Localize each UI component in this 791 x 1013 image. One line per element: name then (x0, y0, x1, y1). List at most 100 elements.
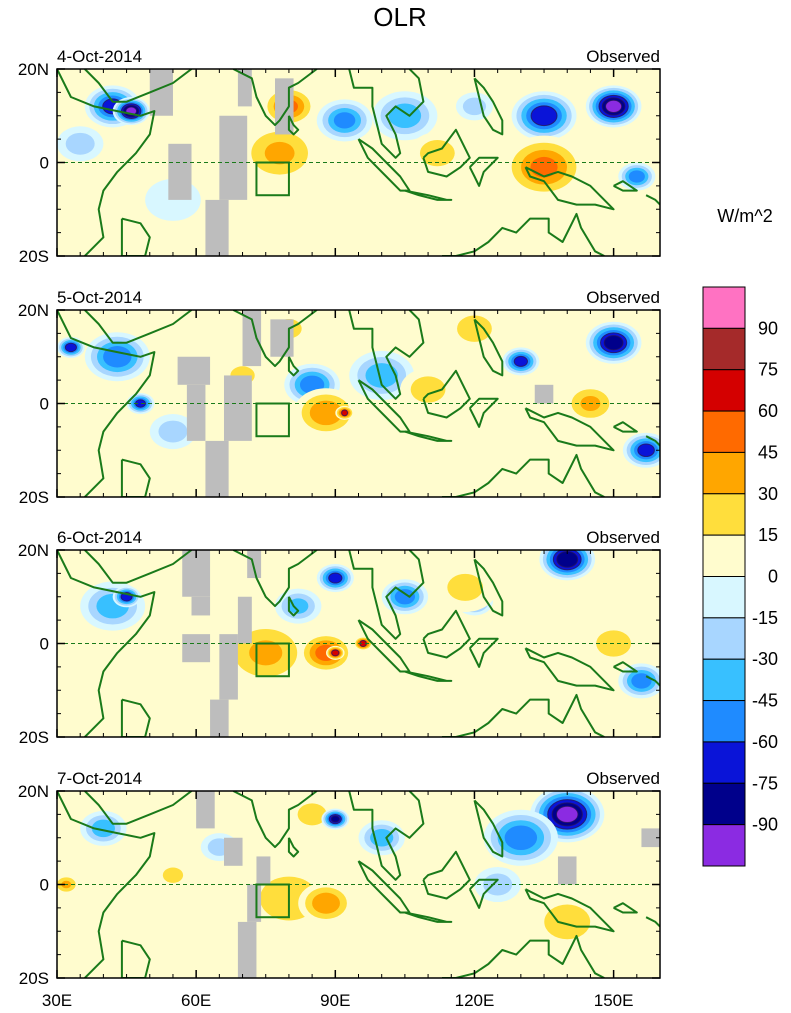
coastline (422, 850, 471, 900)
colorbar-swatch (702, 576, 746, 619)
coastline (84, 550, 193, 584)
coastline (468, 397, 499, 428)
coastline (57, 791, 156, 978)
coastline (287, 596, 300, 617)
panels: 4-Oct-2014 Observed 20N 0 20S 5-Oct-2014 Obser… (18, 47, 661, 988)
anomaly-9 (511, 91, 577, 141)
coastline (404, 911, 453, 923)
missing-data (237, 921, 257, 978)
anomaly-contour (513, 355, 528, 367)
coastline (645, 194, 660, 206)
coastline (422, 609, 471, 659)
coastline (442, 934, 605, 978)
missing-data (641, 828, 660, 848)
colorbar-label: -15 (752, 608, 778, 628)
y-tick-label: 20S (19, 488, 49, 507)
y-tick-label: 0 (40, 154, 49, 173)
coastline (645, 916, 660, 928)
box-region (255, 642, 290, 678)
coastlines (57, 69, 660, 256)
anomaly-3 (57, 126, 104, 162)
anomaly-13 (618, 663, 660, 699)
coastline (613, 902, 638, 914)
anomaly-8 (409, 132, 466, 175)
anomaly-8 (316, 564, 354, 593)
colorbar-label: 75 (758, 360, 778, 380)
anomaly-9 (381, 579, 429, 615)
anomaly-contour (637, 443, 655, 458)
coastline (613, 421, 638, 433)
colorbar-swatch (702, 534, 746, 578)
coastline (404, 670, 453, 682)
missing-data (210, 699, 229, 737)
anomaly-10 (474, 866, 521, 903)
panel-date: 6-Oct-2014 (57, 528, 142, 547)
coastline (404, 189, 453, 201)
anomaly-6 (316, 99, 373, 142)
missing-data (205, 440, 229, 497)
anomaly-16 (251, 680, 327, 737)
x-tick-label: 90E (320, 991, 350, 1010)
coastline (120, 217, 151, 256)
olr-field (57, 791, 660, 978)
anomaly-14 (446, 310, 503, 350)
coastline (232, 550, 318, 608)
anomaly-9 (502, 347, 540, 376)
panel-label: Observed (586, 769, 660, 788)
coastline (120, 939, 151, 978)
colorbar-label: -60 (752, 732, 778, 752)
missing-data (177, 356, 211, 385)
y-tick-label: 20N (18, 541, 49, 560)
anomaly-contour (605, 99, 623, 113)
coastline (468, 878, 499, 909)
x-tick-label: 30E (42, 991, 72, 1010)
coastline (232, 310, 318, 368)
anomaly-3 (126, 392, 155, 415)
missing-data (247, 884, 262, 922)
anomaly-contour (312, 892, 340, 914)
missing-data (182, 634, 211, 663)
missing-data (237, 596, 252, 644)
anomaly-5 (237, 121, 322, 185)
anomaly-contour (365, 363, 398, 388)
coastline (524, 407, 615, 452)
chart-title: OLR (373, 2, 426, 32)
colorbar: 90 75 60 45 30 15 0 -15 -30 -45 -60 -75 -90 (702, 286, 778, 867)
x-axis: 30E 60E 90E 120E 150E (42, 991, 634, 1010)
coastline (613, 661, 638, 673)
anomaly-11 (585, 321, 642, 364)
anomaly-contour (162, 867, 184, 883)
units-label: W/m^2 (717, 206, 772, 226)
colorbar-swatch (702, 824, 746, 867)
anomaly-6 (353, 636, 373, 651)
anomaly-7 (349, 350, 415, 400)
y-tick-label: 20N (18, 782, 49, 801)
anomaly-6 (335, 405, 354, 420)
y-tick-label: 20S (19, 728, 49, 747)
anomaly-contour (330, 815, 340, 823)
x-tick-label: 60E (181, 991, 211, 1010)
anomaly-14 (432, 562, 498, 612)
anomaly-5 (326, 645, 345, 660)
x-tick-label: 120E (455, 991, 495, 1010)
anomaly-contour (331, 649, 340, 657)
y-tick-label: 0 (40, 395, 49, 414)
missing-data (149, 69, 173, 116)
panel-2: 5-Oct-2014 Observed 20N 0 20S (18, 288, 661, 507)
coastline (473, 558, 504, 617)
coastline (348, 791, 425, 881)
coastlines (57, 791, 660, 978)
anomaly-contour (544, 904, 591, 940)
anomaly-contour (603, 335, 624, 351)
anomaly-contour (297, 803, 327, 826)
panel-3: 6-Oct-2014 Observed 20N 0 20S (18, 528, 661, 747)
colorbar-label: 15 (758, 525, 778, 545)
anomaly-contour (631, 673, 652, 689)
anomaly-contour (264, 141, 295, 165)
colorbar-swatch (702, 741, 746, 784)
coastline (84, 791, 193, 825)
anomaly-contour (91, 819, 115, 838)
olr-field (57, 69, 660, 256)
anomaly-12 (622, 432, 660, 468)
coastline (348, 69, 425, 159)
